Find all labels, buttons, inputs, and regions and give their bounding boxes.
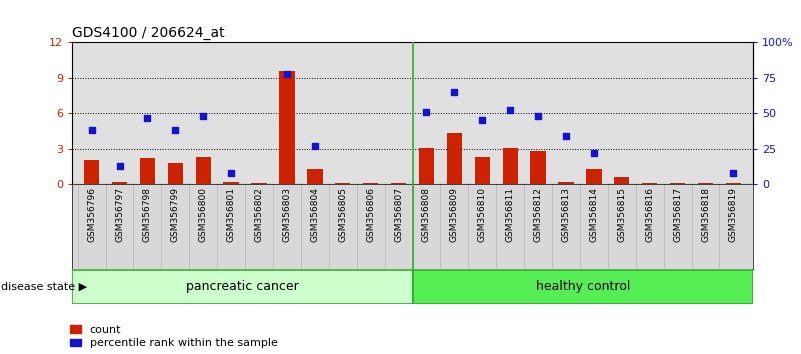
Point [476,118,489,123]
Bar [642,183,658,184]
Bar [586,169,602,184]
Bar [698,183,713,184]
Text: GSM356810: GSM356810 [477,187,487,242]
Text: GSM356814: GSM356814 [590,187,598,241]
Text: healthy control: healthy control [536,280,630,293]
Text: GSM356800: GSM356800 [199,187,207,242]
Text: GSM356799: GSM356799 [171,187,180,242]
Bar [223,182,239,184]
Point [420,109,433,115]
Text: GSM356815: GSM356815 [618,187,626,242]
Bar [530,151,545,184]
Text: GSM356817: GSM356817 [673,187,682,242]
Text: GSM356807: GSM356807 [394,187,403,242]
Bar [112,182,127,184]
Point [113,163,126,169]
Text: GSM356811: GSM356811 [505,187,515,242]
Bar [195,157,211,184]
Point [280,71,293,76]
Bar [614,177,630,184]
Text: GSM356818: GSM356818 [701,187,710,242]
Bar [447,133,462,184]
Text: GSM356813: GSM356813 [562,187,570,242]
Bar [72,270,413,304]
Bar [363,183,378,184]
Text: disease state ▶: disease state ▶ [1,282,87,292]
Text: GSM356805: GSM356805 [338,187,348,242]
Bar [558,182,574,184]
Point [85,127,98,133]
Text: GSM356798: GSM356798 [143,187,152,242]
Bar [670,183,686,184]
Legend: count, percentile rank within the sample: count, percentile rank within the sample [70,325,277,348]
Text: GSM356804: GSM356804 [310,187,320,241]
Point [504,108,517,113]
Point [532,113,545,119]
Point [727,170,740,176]
Bar [280,71,295,184]
Text: GSM356819: GSM356819 [729,187,738,242]
Point [225,170,238,176]
Point [448,89,461,95]
Bar [307,169,323,184]
Text: GSM356812: GSM356812 [533,187,542,241]
Text: GSM356801: GSM356801 [227,187,235,242]
Text: pancreatic cancer: pancreatic cancer [186,280,299,293]
Text: GSM356803: GSM356803 [283,187,292,242]
Text: GSM356802: GSM356802 [255,187,264,241]
Text: GSM356816: GSM356816 [645,187,654,242]
Text: GSM356808: GSM356808 [422,187,431,242]
Bar [167,163,183,184]
Bar [726,183,741,184]
Point [169,127,182,133]
Bar [335,183,350,184]
Text: GSM356809: GSM356809 [450,187,459,242]
Point [197,113,210,119]
Bar [391,183,406,184]
Text: GSM356796: GSM356796 [87,187,96,242]
Point [587,150,600,156]
Bar [252,183,267,184]
Bar [84,160,99,184]
Text: GSM356797: GSM356797 [115,187,124,242]
Point [141,115,154,120]
Point [560,133,573,139]
Point [308,143,321,149]
Text: GSM356806: GSM356806 [366,187,375,242]
Text: GDS4100 / 206624_at: GDS4100 / 206624_at [72,26,225,40]
Bar [502,148,518,184]
Bar [475,157,490,184]
Bar [139,158,155,184]
Bar [419,148,434,184]
Bar [413,270,753,304]
